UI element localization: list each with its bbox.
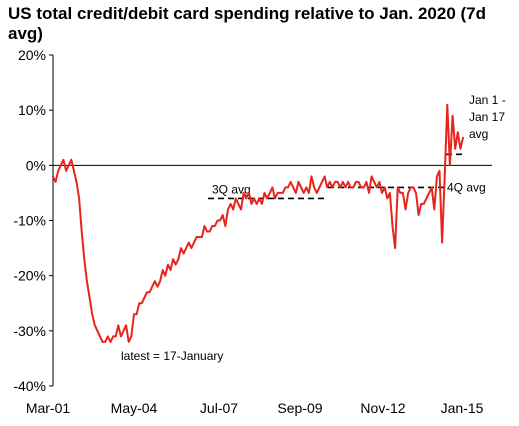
y-tick-label: -30% bbox=[13, 323, 46, 339]
reference-label-3q-avg: 3Q avg bbox=[212, 182, 251, 196]
reference-label-jan-avg-line: Jan 17 bbox=[469, 110, 505, 124]
axes bbox=[52, 55, 492, 386]
y-tick-label: -10% bbox=[13, 213, 46, 229]
x-tick-label: May-04 bbox=[111, 400, 158, 416]
x-tick-label: Mar-01 bbox=[26, 400, 71, 416]
x-axis-ticks: Mar-01 May-04 Jul-07 Sep-09 Nov-12 Jan-15 bbox=[26, 400, 484, 416]
x-tick-label: Sep-09 bbox=[277, 400, 322, 416]
y-axis-ticks: 20% 10% 0% -10% -20% -30% -40% bbox=[13, 47, 53, 394]
x-tick-label: Jul-07 bbox=[200, 400, 238, 416]
reference-label-jan-avg-line: Jan 1 - bbox=[469, 93, 506, 107]
chart-title-line-2: avg) bbox=[8, 24, 43, 43]
y-tick-label: 10% bbox=[18, 102, 46, 118]
chart-title: US total credit/debit card spending rela… bbox=[8, 4, 486, 43]
chart-title-line-1: US total credit/debit card spending rela… bbox=[8, 4, 486, 23]
y-tick-label: 0% bbox=[26, 157, 46, 173]
reference-label-4q-avg: 4Q avg bbox=[447, 180, 486, 194]
x-tick-label: Nov-12 bbox=[360, 400, 405, 416]
x-tick-label: Jan-15 bbox=[441, 400, 484, 416]
y-tick-label: -40% bbox=[13, 378, 46, 394]
annotations: latest = 17-January bbox=[121, 349, 223, 363]
y-tick-label: -20% bbox=[13, 268, 46, 284]
reference-label-jan-avg-line: avg bbox=[469, 127, 488, 141]
series-lines bbox=[52, 103, 464, 343]
y-tick-label: 20% bbox=[18, 47, 46, 63]
annotation-latest-date: latest = 17-January bbox=[121, 349, 223, 363]
series-line-card-spending bbox=[52, 103, 464, 343]
